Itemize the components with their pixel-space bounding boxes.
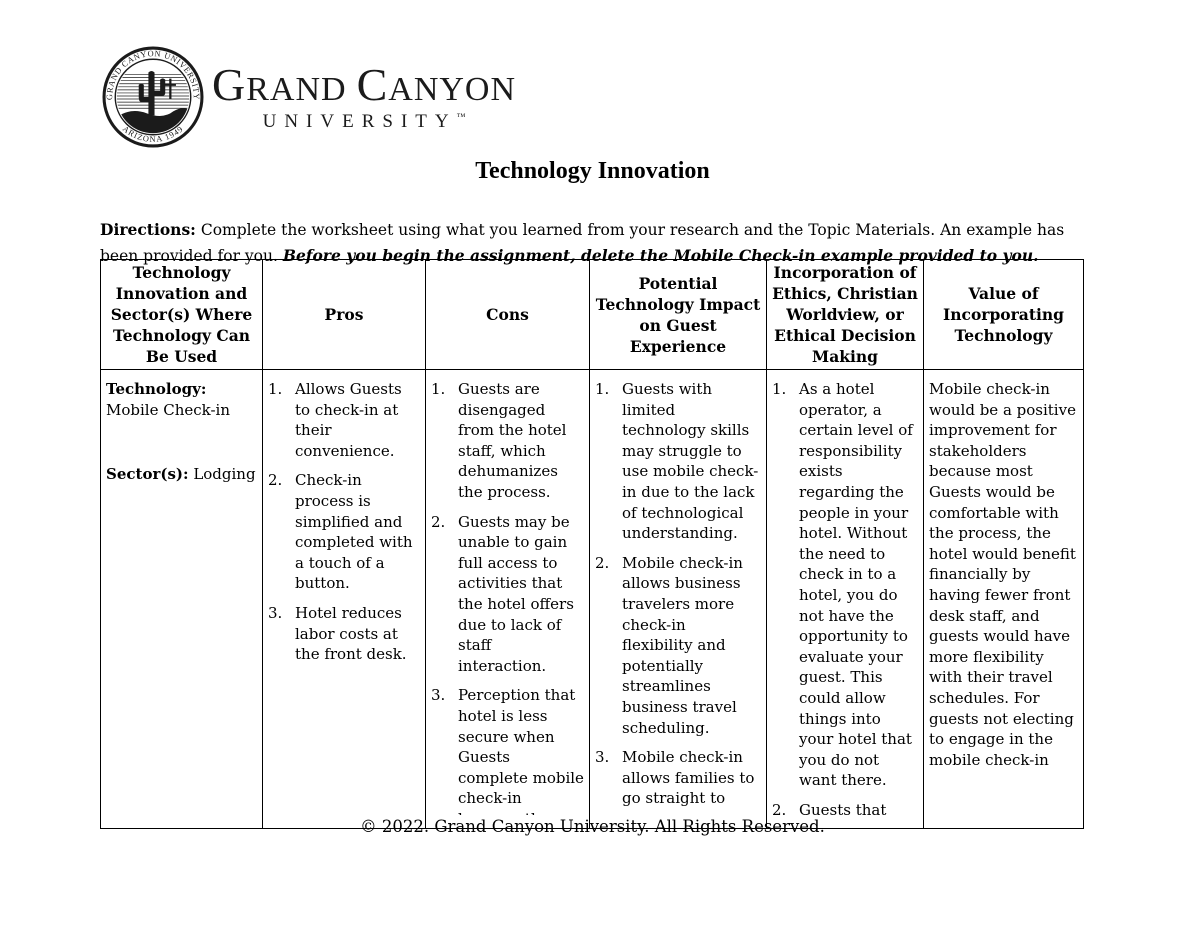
table-row: Technology: Mobile Check-in Sector(s): Lo… <box>100 369 1084 829</box>
list-number: 2. <box>772 800 787 815</box>
cell-technology-sector: Technology: Mobile Check-in Sector(s): Lo… <box>100 369 263 829</box>
gcu-wordmark: GRAND CANYON UNIVERSITY™ <box>212 58 517 133</box>
wordmark-c: C <box>356 58 389 110</box>
cell-impact: 1. Guests with limited technology skills … <box>589 369 767 829</box>
header-value: Value of Incorporating Technology <box>923 259 1084 370</box>
sector-label: Sector(s): <box>106 465 189 484</box>
list-number: 1. <box>595 380 610 398</box>
list-number: 3. <box>268 603 283 622</box>
cons-item-1: 1. Guests are disengaged from the hotel s… <box>431 379 584 503</box>
list-number: 2. <box>431 512 446 531</box>
list-number: 1. <box>268 380 283 398</box>
gcu-wordmark-name: GRAND CANYON <box>212 58 517 110</box>
technology-label: Technology: <box>106 380 207 398</box>
page-title: Technology Innovation <box>475 158 710 184</box>
wordmark-anyon: ANYON <box>388 70 517 108</box>
impact-item-1: 1. Guests with limited technology skills … <box>595 379 761 544</box>
list-text: Guests that lack <box>799 800 887 815</box>
cell-pros: 1. Allows Guests to check-in at their con… <box>262 369 426 829</box>
cell-ethics: 1. As a hotel operator, a certain level o… <box>766 369 924 829</box>
gcu-wordmark-university: UNIVERSITY™ <box>262 110 466 132</box>
list-text: Guests may be unable to gain full access… <box>458 512 574 675</box>
seal-cactus-scene <box>116 70 190 134</box>
trademark-symbol: ™ <box>456 111 466 122</box>
list-text: Guests are disengaged from the hotel sta… <box>458 380 567 501</box>
technology-innovation-table: Technology Innovation and Sector(s) Wher… <box>100 259 1084 829</box>
header-technology-sector: Technology Innovation and Sector(s) Wher… <box>100 259 263 370</box>
pros-item-1: 1. Allows Guests to check-in at their con… <box>268 379 420 461</box>
cons-item-2: 2. Guests may be unable to gain full acce… <box>431 512 584 677</box>
value-paragraph: Mobile check-in would be a positive impr… <box>929 380 1076 769</box>
list-number: 3. <box>595 748 610 767</box>
directions-label: Directions: <box>100 219 196 239</box>
list-text: Guests with limited technology skills ma… <box>622 380 759 543</box>
list-text: Allows Guests to check-in at their conve… <box>295 380 402 460</box>
list-text: Mobile check-in allows business traveler… <box>622 553 743 737</box>
list-number: 2. <box>268 471 283 490</box>
gcu-seal-icon: GRAND CANYON UNIVERSITY ARIZONA 1949 <box>102 46 204 148</box>
sector-value: Lodging <box>193 465 256 484</box>
copyright-footer: © 2022. Grand Canyon University. All Rig… <box>360 817 825 836</box>
ethics-item-1: 1. As a hotel operator, a certain level o… <box>772 379 918 791</box>
list-text: Check-in process is simplified and compl… <box>295 471 413 593</box>
table-header-row: Technology Innovation and Sector(s) Wher… <box>100 259 1084 370</box>
list-text: Mobile check-in allows families to go st… <box>622 748 755 808</box>
list-number: 1. <box>431 380 446 398</box>
impact-item-2: 2. Mobile check-in allows business travel… <box>595 553 761 738</box>
technology-block: Technology: Mobile Check-in <box>106 379 257 420</box>
list-number: 3. <box>431 686 446 705</box>
header-pros: Pros <box>262 259 426 370</box>
technology-value: Mobile Check-in <box>106 400 230 419</box>
sector-block: Sector(s): Lodging <box>106 464 257 485</box>
pros-item-2: 2. Check-in process is simplified and com… <box>268 470 420 594</box>
list-text: Hotel reduces labor costs at the front d… <box>295 603 407 664</box>
cons-item-3: 3. Perception that hotel is less secure w… <box>431 685 584 815</box>
list-number: 2. <box>595 553 610 572</box>
list-text: Perception that hotel is less secure whe… <box>458 686 584 815</box>
list-text: As a hotel operator, a certain level of … <box>799 380 913 790</box>
impact-item-3: 3. Mobile check-in allows families to go … <box>595 747 761 809</box>
pros-item-3: 3. Hotel reduces labor costs at the front… <box>268 603 420 665</box>
cell-value: Mobile check-in would be a positive impr… <box>923 369 1084 829</box>
header-ethics: Incorporation of Ethics, Christian World… <box>766 259 924 370</box>
header-cons: Cons <box>425 259 590 370</box>
list-number: 1. <box>772 380 787 398</box>
wordmark-rand: RAND <box>246 70 347 108</box>
cell-cons: 1. Guests are disengaged from the hotel s… <box>425 369 590 829</box>
ethics-item-2: 2. Guests that lack <box>772 800 918 815</box>
gcu-logo: GRAND CANYON UNIVERSITY ARIZONA 1949 <box>102 46 516 148</box>
wordmark-g: G <box>212 58 247 110</box>
header-impact: Potential Technology Impact on Guest Exp… <box>589 259 767 370</box>
